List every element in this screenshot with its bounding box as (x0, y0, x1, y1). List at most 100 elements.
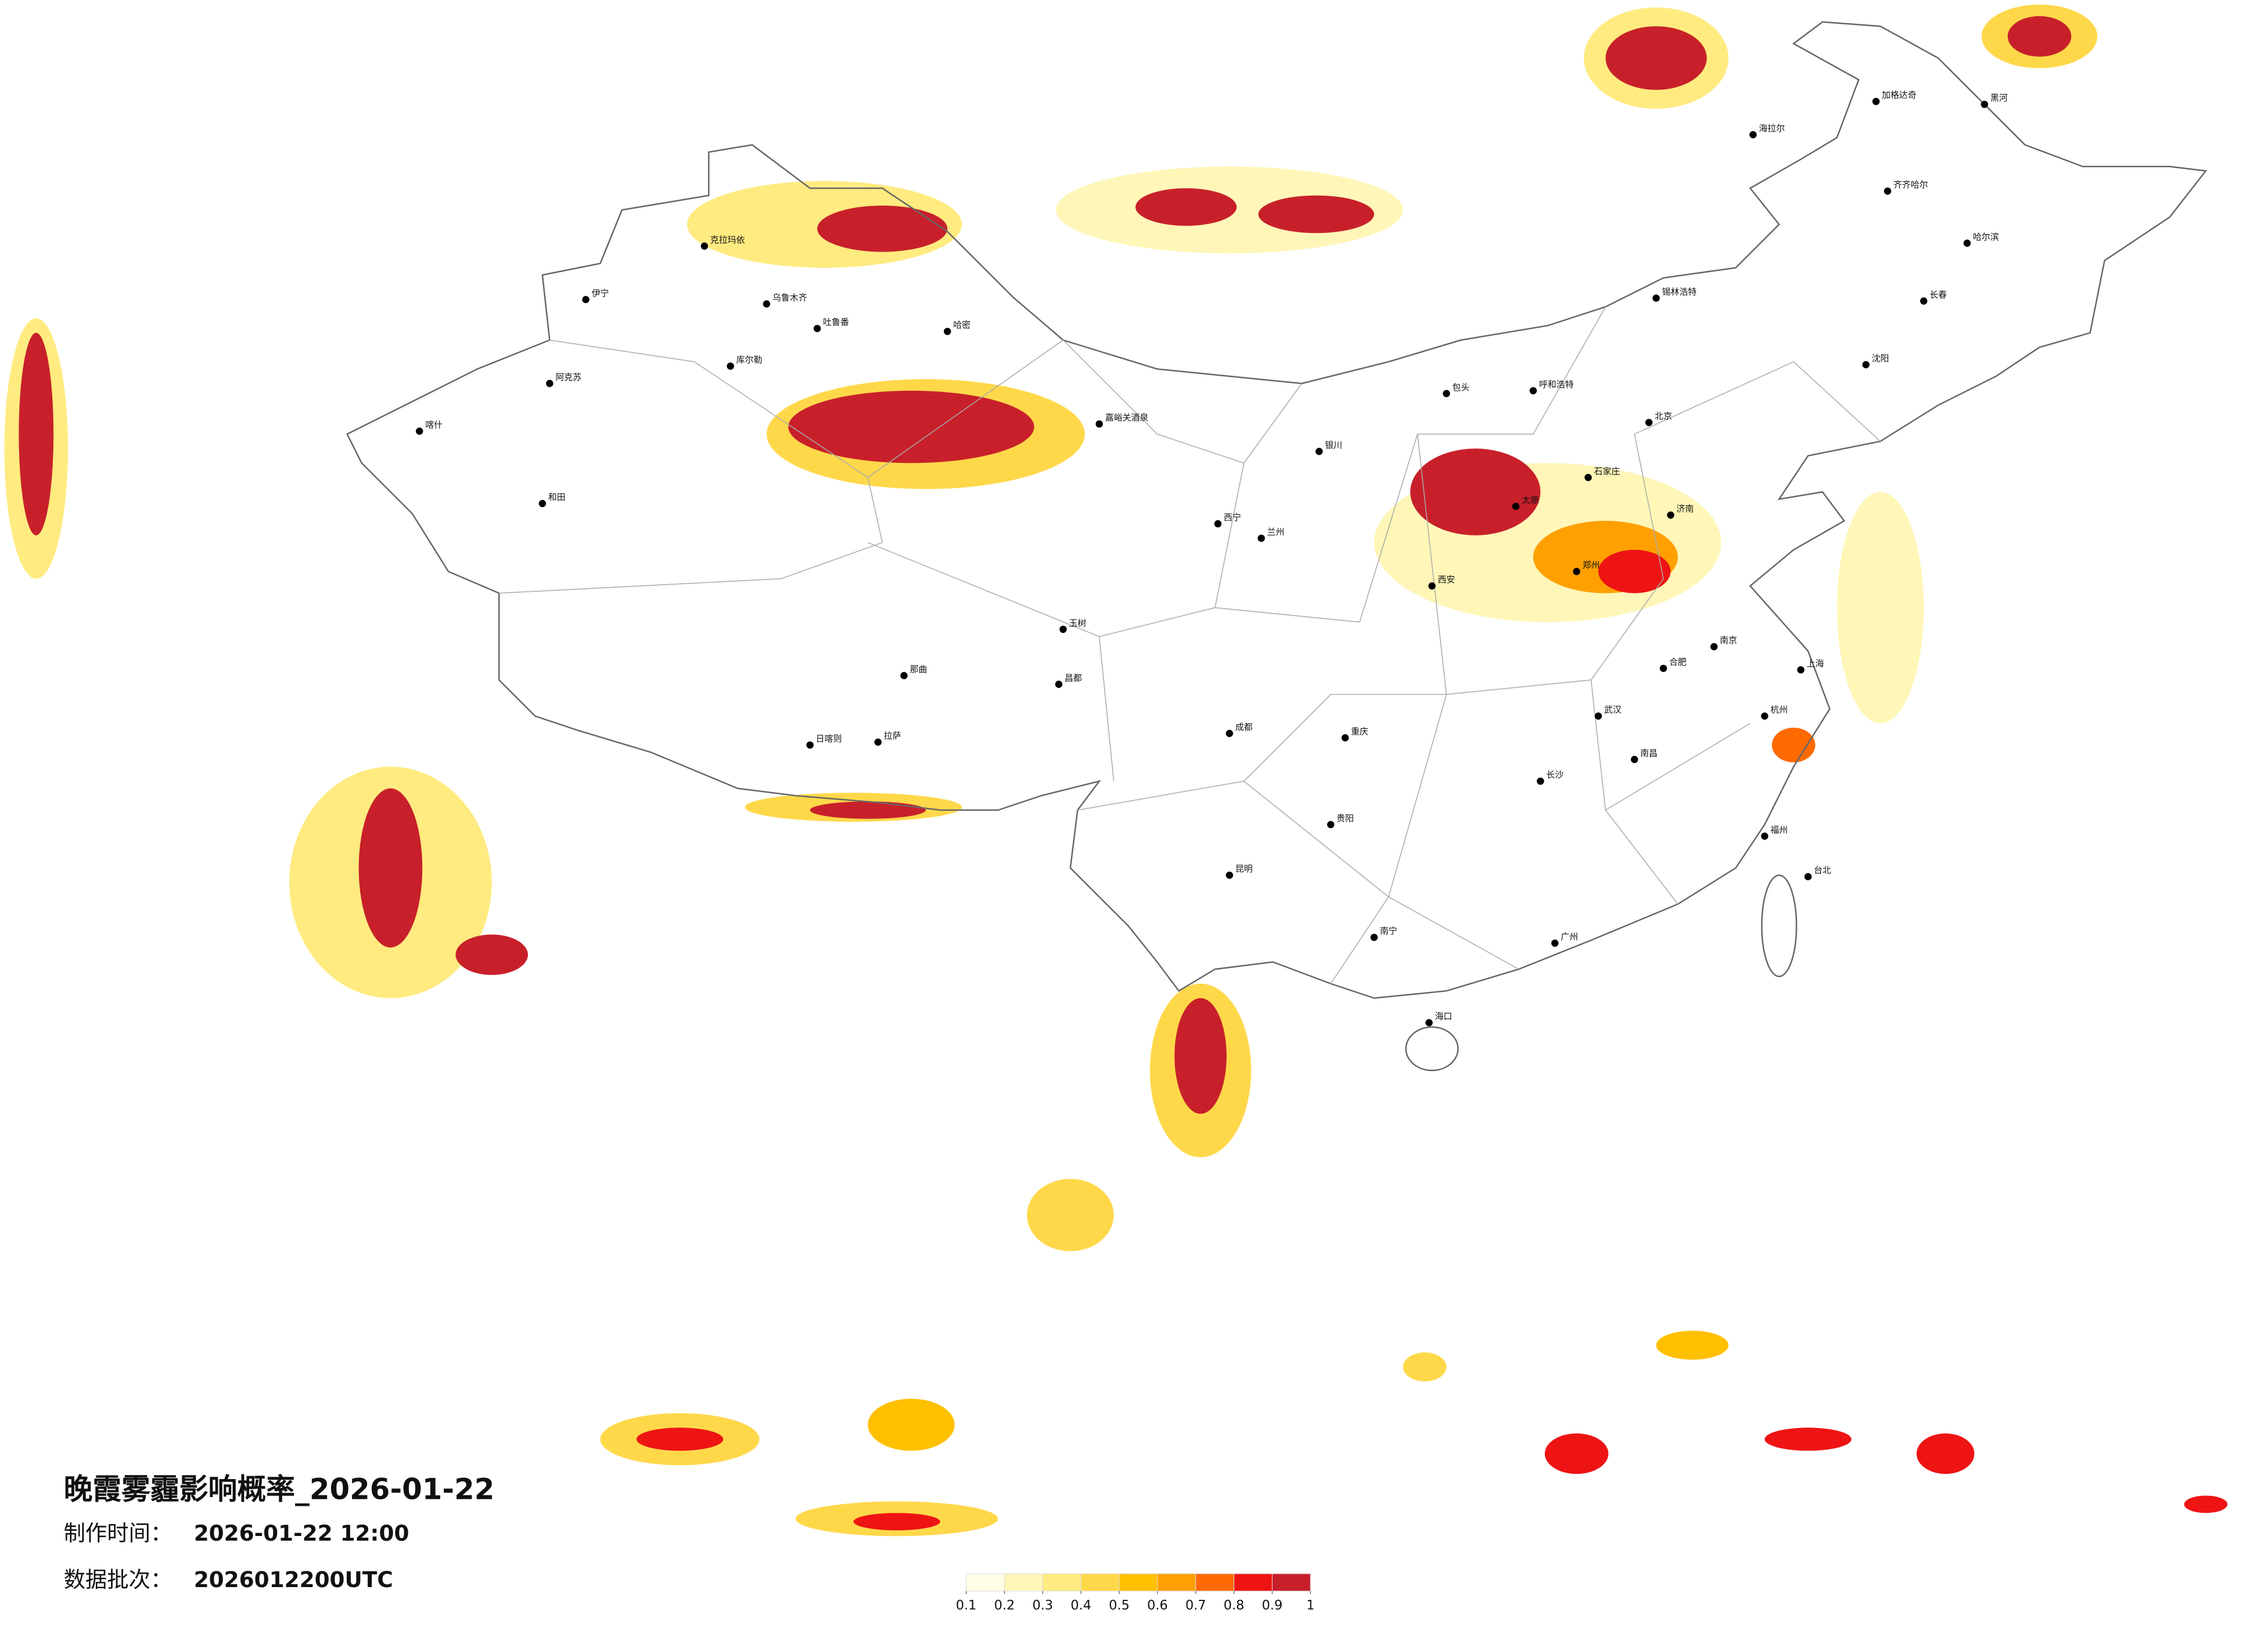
city-dot (1059, 625, 1067, 633)
city-dot (1315, 448, 1323, 455)
haze-field (4, 4, 2228, 1537)
city-label: 西安 (1437, 574, 1455, 585)
city-label: 南宁 (1380, 926, 1397, 936)
city-dot (1095, 420, 1103, 428)
city-label: 呼和浩特 (1539, 379, 1574, 390)
city-dot (1797, 666, 1805, 674)
city-dot (1512, 502, 1520, 510)
city-dot (1214, 520, 1222, 528)
city-dot (1630, 756, 1638, 764)
city-dot (1257, 534, 1265, 542)
legend-swatch (1234, 1573, 1273, 1592)
city-dot (944, 328, 951, 335)
city-label: 克拉玛依 (710, 235, 745, 245)
city-label: 黑河 (1990, 93, 2008, 103)
city-dot (763, 300, 771, 308)
city-label: 长春 (1929, 289, 1947, 300)
city-label: 哈尔滨 (1973, 232, 1999, 242)
city-dot (1963, 239, 1971, 247)
legend-swatch (1119, 1573, 1158, 1592)
city-dot (1225, 871, 1234, 879)
city-dot (1645, 419, 1653, 426)
city-dot (1981, 100, 1989, 108)
city-dot (1573, 567, 1580, 575)
city-dot (1652, 294, 1660, 302)
legend-tick-label: 0.1 (956, 1598, 977, 1613)
city-label: 锡林浩特 (1662, 286, 1697, 297)
info-value: 2026-01-22 12:00 (194, 1520, 409, 1546)
city-label: 石家庄 (1594, 466, 1620, 476)
city-label: 上海 (1807, 658, 1824, 668)
city-label: 武汉 (1604, 704, 1622, 715)
city-dot (1428, 582, 1436, 590)
city-dot (1327, 821, 1335, 829)
city-dot (806, 741, 814, 749)
legend-swatch (1042, 1573, 1081, 1592)
city-dot (546, 380, 553, 387)
city-dot (582, 296, 590, 304)
city-label: 拉萨 (884, 731, 901, 741)
city-label: 兰州 (1267, 527, 1285, 537)
city-dot (1862, 361, 1870, 369)
legend: 0.1 0.2 0.3 0.4 0.5 0.6 0.7 0.8 0.9 1 (956, 1573, 1314, 1613)
legend-tick-label: 0.9 (1262, 1598, 1283, 1613)
legend-swatch (1080, 1573, 1120, 1592)
city-dot (1749, 131, 1757, 139)
city-label: 太原 (1522, 495, 1539, 505)
legend-swatch (1195, 1573, 1235, 1592)
city-dot (1761, 712, 1769, 720)
city-dot (1710, 643, 1718, 650)
city-dot (1341, 734, 1349, 742)
city-label: 乌鲁木齐 (772, 292, 807, 303)
city-label: 昌都 (1065, 672, 1082, 683)
city-dot (1055, 681, 1063, 688)
city-dot (415, 427, 423, 435)
city-dot (1761, 832, 1769, 840)
info-value: 2026012200UTC (194, 1567, 393, 1592)
city-label: 齐齐哈尔 (1893, 179, 1928, 190)
city-dot (1584, 473, 1592, 481)
legend-tick-label: 0.8 (1224, 1598, 1245, 1613)
city-label: 包头 (1452, 382, 1469, 393)
city-label: 重庆 (1351, 726, 1368, 737)
city-label: 合肥 (1669, 657, 1687, 667)
city-label: 西宁 (1224, 512, 1241, 523)
legend-tick-label: 0.3 (1033, 1598, 1054, 1613)
city-dot (1443, 390, 1450, 398)
city-label: 银川 (1325, 440, 1342, 450)
legend-tick-label: 0.4 (1070, 1598, 1091, 1613)
city-dot (1872, 98, 1880, 105)
city-label: 和田 (548, 492, 566, 502)
city-label: 日喀则 (816, 733, 842, 744)
legend-tick-label: 0.6 (1147, 1598, 1168, 1613)
city-dot (1659, 664, 1667, 672)
city-dot (1551, 939, 1559, 947)
city-label: 济南 (1676, 503, 1694, 514)
city-dot (1804, 873, 1812, 880)
city-label: 福州 (1770, 825, 1788, 835)
border (346, 21, 2208, 1071)
legend-swatch (1271, 1573, 1311, 1592)
city-dot (1920, 297, 1928, 305)
info-label: 制作时间： (64, 1520, 172, 1546)
city-label: 南昌 (1640, 748, 1658, 758)
city-dot (874, 738, 882, 746)
city-dot (813, 325, 821, 332)
city-label: 昆明 (1235, 864, 1253, 874)
city-label: 库尔勒 (736, 354, 763, 365)
city-label: 阿克苏 (555, 372, 581, 382)
map-title: 晚霞雾霾影响概率_2026-01-22 (64, 1473, 495, 1506)
city-label: 玉树 (1069, 618, 1086, 628)
city-dot (1537, 777, 1544, 785)
city-label: 哈密 (953, 320, 971, 330)
city-dot (1594, 712, 1602, 720)
city-dot (727, 362, 734, 370)
city-label: 吐鲁番 (823, 317, 849, 328)
city-label: 沈阳 (1872, 353, 1889, 364)
city-label: 杭州 (1770, 704, 1788, 715)
legend-tick-label: 0.7 (1185, 1598, 1206, 1613)
city-label: 伊宁 (592, 288, 609, 298)
city-dot (1225, 729, 1234, 738)
